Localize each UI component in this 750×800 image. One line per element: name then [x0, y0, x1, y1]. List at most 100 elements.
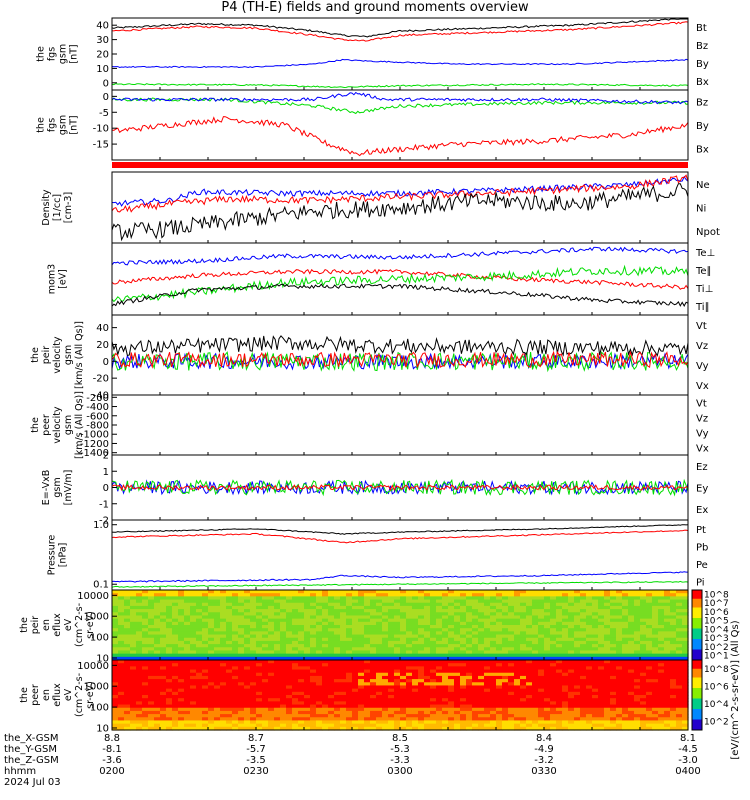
panel9-heatmap-cell	[634, 602, 641, 607]
panel9-heatmap-cell	[514, 625, 521, 629]
panel10-heatmap-cell	[412, 714, 419, 718]
panel10-heatmap-cell	[262, 726, 269, 731]
panel10-heatmap-cell	[628, 695, 635, 699]
panel10-heatmap-cell	[418, 679, 425, 683]
panel9-heatmap-cell	[328, 647, 335, 652]
panel10-heatmap-cell	[208, 672, 215, 677]
panel10-heatmap-cell	[172, 726, 179, 731]
panel8-legend-2: Pb	[696, 542, 708, 553]
panel9-heatmap-cell	[202, 631, 209, 636]
panel9-heatmap-cell	[268, 590, 275, 594]
xaxis-col2-row2: -5.7	[246, 744, 266, 755]
panel9-heatmap-cell	[244, 596, 251, 601]
panel10-heatmap-cell	[232, 679, 239, 683]
panel10-heatmap-cell	[274, 717, 281, 722]
panel9-heatmap-cell	[580, 656, 587, 661]
panel10-heatmap-cell	[520, 726, 527, 731]
panel10-heatmap-cell	[514, 717, 521, 722]
panel9-heatmap-cell	[202, 644, 209, 648]
panel9-heatmap-cell	[250, 593, 257, 597]
panel10-heatmap-cell	[532, 720, 539, 725]
panel9-heatmap-cell	[292, 653, 299, 658]
panel10-heatmap-cell	[610, 679, 617, 683]
panel10-heatmap-cell	[358, 695, 365, 699]
panel10-heatmap-cell	[262, 717, 269, 722]
panel9-heatmap-cell	[280, 631, 287, 636]
panel9-heatmap-cell	[208, 625, 215, 629]
panel9-heatmap-cell	[460, 640, 467, 645]
panel10-heatmap-cell	[298, 695, 305, 699]
panel10-heatmap-cell	[226, 704, 233, 709]
panel10-heatmap-cell	[520, 666, 527, 671]
panel10-heatmap-cell	[514, 695, 521, 699]
xaxis-col3-row2: -5.3	[390, 744, 410, 755]
panel10-heatmap-cell	[256, 682, 263, 687]
panel9-heatmap-cell	[490, 650, 497, 655]
panel9-heatmap-cell	[532, 647, 539, 652]
panel9-heatmap-cell	[334, 615, 341, 620]
panel10-heatmap-cell	[490, 723, 497, 728]
panel10-heatmap-cell	[286, 663, 293, 667]
panel10-heatmap-cell	[136, 723, 143, 728]
panel9-heatmap-cell	[466, 625, 473, 629]
panel10-heatmap-cell	[118, 666, 125, 671]
panel10-heatmap-cell	[214, 688, 221, 693]
panel9-heatmap-cell	[562, 653, 569, 658]
panel10-heatmap-cell	[244, 679, 251, 683]
panel9-heatmap-cell	[460, 612, 467, 617]
panel10-heatmap-cell	[118, 675, 125, 680]
panel10-heatmap-cell	[382, 669, 389, 674]
panel10-colorbar-segment	[692, 705, 702, 708]
panel9-heatmap-cell	[154, 612, 161, 617]
panel10-heatmap-cell	[622, 720, 629, 725]
panel9-heatmap-cell	[568, 599, 575, 604]
panel9-heatmap-cell	[166, 612, 173, 617]
panel10-heatmap-cell	[112, 685, 119, 690]
panel10-heatmap-cell	[598, 726, 605, 731]
panel10-heatmap-cell	[286, 710, 293, 715]
panel10-heatmap-cell	[442, 682, 449, 687]
panel9-heatmap-cell	[568, 596, 575, 601]
panel9-heatmap-cell	[334, 599, 341, 604]
panel9-heatmap-cell	[202, 653, 209, 658]
panel9-heatmap-cell	[484, 593, 491, 597]
panel9-heatmap-cell	[646, 647, 653, 652]
panel9-heatmap-cell	[598, 647, 605, 652]
panel10-heatmap-cell	[226, 698, 233, 702]
panel9-heatmap-cell	[232, 634, 239, 639]
panel10-heatmap-cell	[250, 669, 257, 674]
panel9-heatmap-cell	[478, 631, 485, 636]
panel10-heatmap-cell	[184, 672, 191, 677]
panel10-heatmap-cell	[310, 707, 317, 712]
panel10-heatmap-cell	[286, 695, 293, 699]
panel8-series-Pi	[111, 571, 688, 583]
panel9-heatmap-cell	[214, 637, 221, 642]
panel9-heatmap-cell	[484, 596, 491, 601]
panel10-heatmap-cell	[238, 663, 245, 667]
panel9-heatmap-cell	[160, 634, 167, 639]
panel10-heatmap-cell	[154, 717, 161, 722]
panel10-heatmap-cell	[142, 660, 149, 664]
panel9-heatmap-cell	[388, 647, 395, 652]
panel10-heatmap-cell	[502, 717, 509, 722]
panel10-heatmap-cell	[280, 710, 287, 715]
panel9-colorbar-tick: 10^3	[704, 634, 729, 644]
panel10-heatmap-cell	[262, 666, 269, 671]
panel9-heatmap-cell	[130, 653, 137, 658]
panel9-heatmap-cell	[304, 644, 311, 648]
panel10-heatmap-cell	[196, 723, 203, 728]
panel10-heatmap-cell	[400, 660, 407, 664]
panel10-heatmap-cell	[334, 679, 341, 683]
panel10-heatmap-cell	[472, 707, 479, 712]
panel10-heatmap-cell	[466, 726, 473, 731]
panel9-heatmap-cell	[292, 602, 299, 607]
panel10-heatmap-cell	[580, 669, 587, 674]
panel9-heatmap-cell	[340, 615, 347, 620]
panel9-heatmap-cell	[118, 653, 125, 658]
panel9-heatmap-cell	[676, 647, 683, 652]
panel9-heatmap-cell	[346, 596, 353, 601]
panel9-heatmap-cell	[538, 640, 545, 645]
panel10-heatmap-cell	[166, 726, 173, 731]
panel10-heatmap-cell	[418, 710, 425, 715]
panel9-heatmap-cell	[202, 647, 209, 652]
